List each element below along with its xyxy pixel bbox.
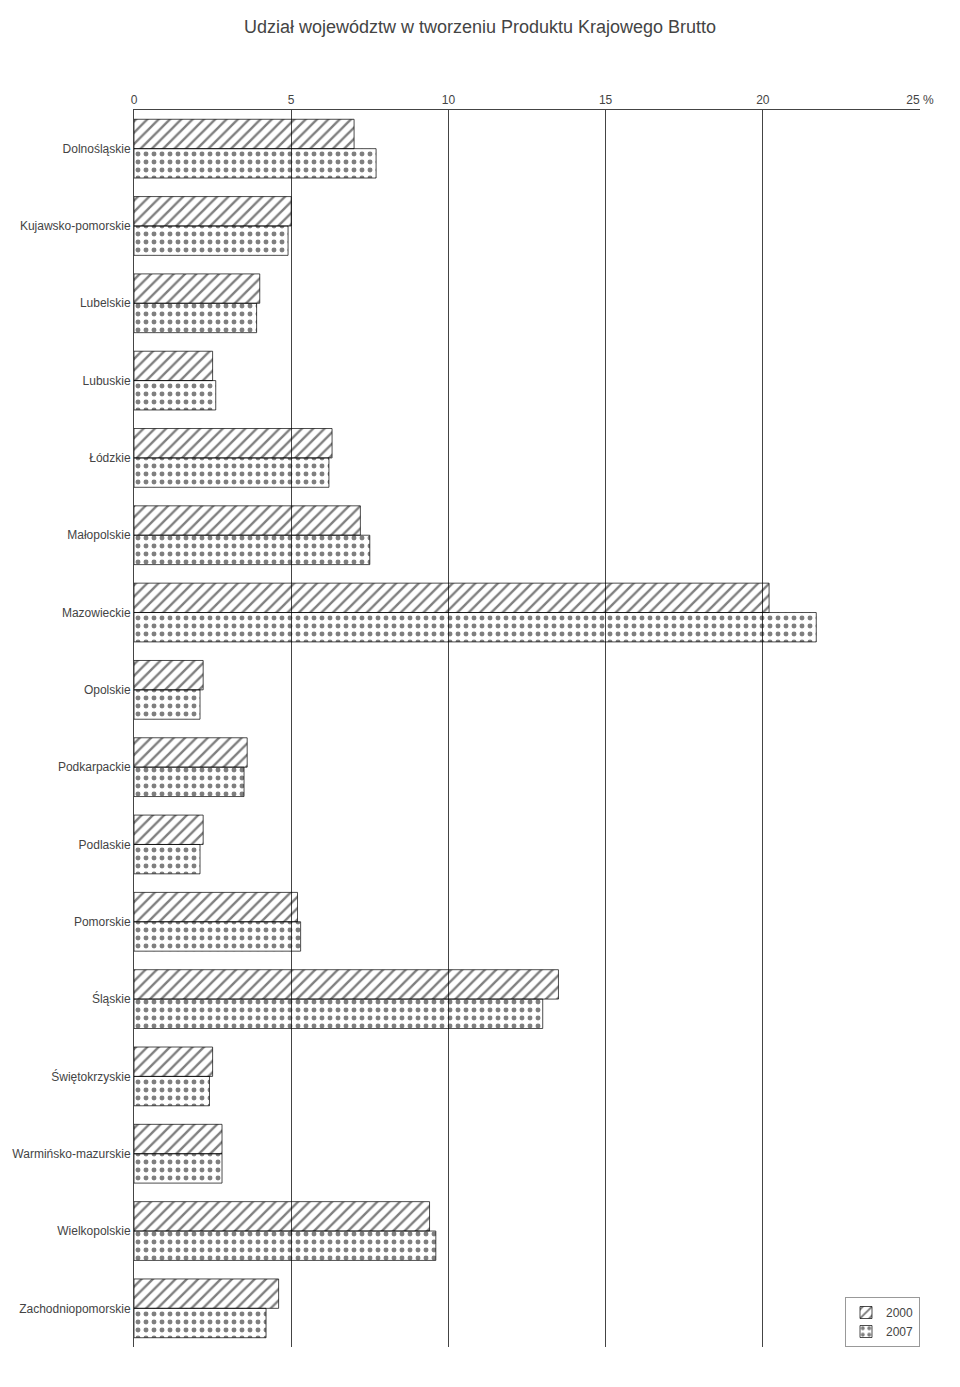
svg-text:Opolskie: Opolskie xyxy=(84,683,131,697)
svg-text:Warmińsko-mazurskie: Warmińsko-mazurskie xyxy=(12,1147,131,1161)
svg-text:Łódzkie: Łódzkie xyxy=(89,451,131,465)
svg-text:Małopolskie: Małopolskie xyxy=(67,528,131,542)
svg-text:Dolnośląskie: Dolnośląskie xyxy=(63,142,131,156)
svg-text:Zachodniopomorskie: Zachodniopomorskie xyxy=(19,1302,131,1316)
svg-text:Podkarpackie: Podkarpackie xyxy=(58,760,131,774)
svg-text:Śląskie: Śląskie xyxy=(92,991,131,1006)
svg-text:25 %: 25 % xyxy=(906,93,934,107)
svg-text:2000: 2000 xyxy=(886,1306,913,1320)
svg-text:Świętokrzyskie: Świętokrzyskie xyxy=(51,1069,131,1084)
svg-text:Udział województw w tworzeniu: Udział województw w tworzeniu Produktu K… xyxy=(244,17,716,37)
svg-text:Lubelskie: Lubelskie xyxy=(80,296,131,310)
svg-text:Mazowieckie: Mazowieckie xyxy=(62,606,131,620)
svg-text:Pomorskie: Pomorskie xyxy=(74,915,131,929)
svg-text:0: 0 xyxy=(131,93,138,107)
svg-text:10: 10 xyxy=(442,93,456,107)
svg-text:15: 15 xyxy=(599,93,613,107)
svg-text:5: 5 xyxy=(288,93,295,107)
svg-text:Kujawsko-pomorskie: Kujawsko-pomorskie xyxy=(20,219,131,233)
svg-text:Podlaskie: Podlaskie xyxy=(79,838,131,852)
svg-text:Lubuskie: Lubuskie xyxy=(83,374,131,388)
svg-text:20: 20 xyxy=(756,93,770,107)
svg-text:Wielkopolskie: Wielkopolskie xyxy=(57,1224,131,1238)
svg-text:2007: 2007 xyxy=(886,1325,913,1339)
